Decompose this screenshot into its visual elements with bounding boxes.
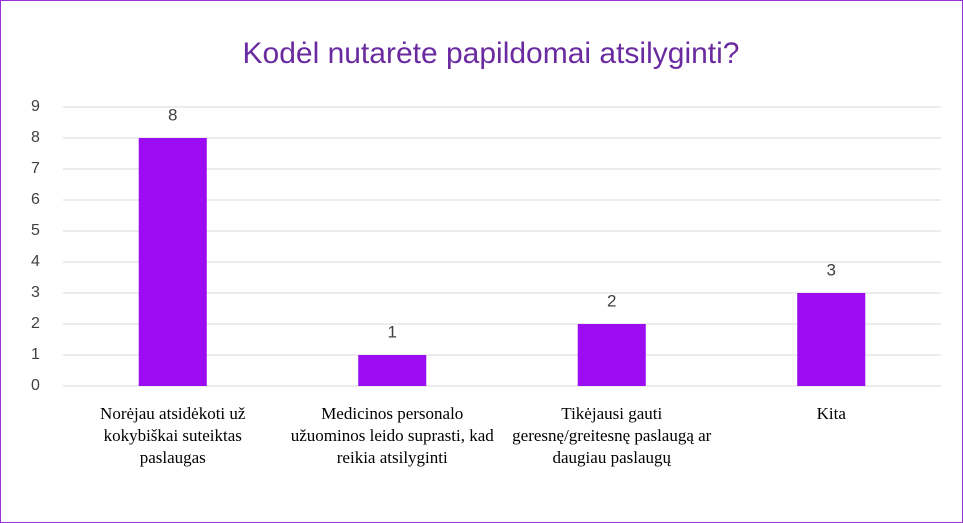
bar: [577, 324, 646, 386]
y-tick-label: 0: [31, 377, 40, 394]
y-tick-label: 1: [31, 346, 40, 363]
data-label: 2: [607, 291, 616, 310]
y-tick-label: 5: [31, 222, 40, 239]
data-label: 8: [168, 105, 177, 124]
y-tick-label: 7: [31, 160, 40, 177]
y-tick-label: 6: [31, 191, 40, 208]
chart-title: Kodėl nutarėte papildomai atsilyginti?: [243, 37, 740, 70]
y-tick-label: 9: [31, 98, 40, 115]
bar: [358, 355, 427, 386]
data-label: 3: [827, 260, 836, 279]
x-tick-label: Kita: [816, 404, 846, 423]
x-tick-label: Medicinos personalo užuominos leido supr…: [290, 404, 494, 467]
y-tick-label: 3: [31, 284, 40, 301]
y-tick-label: 8: [31, 129, 40, 146]
y-tick-label: 2: [31, 315, 40, 332]
x-tick-label: Norėjau atsidėkoti už kokybiškai suteikt…: [100, 404, 246, 467]
data-label: 1: [388, 322, 397, 341]
bar: [797, 293, 866, 386]
y-tick-label: 4: [31, 253, 40, 270]
x-tick-label: Tikėjausi gauti geresnę/greitesnę paslau…: [512, 404, 712, 467]
bar: [138, 138, 207, 386]
